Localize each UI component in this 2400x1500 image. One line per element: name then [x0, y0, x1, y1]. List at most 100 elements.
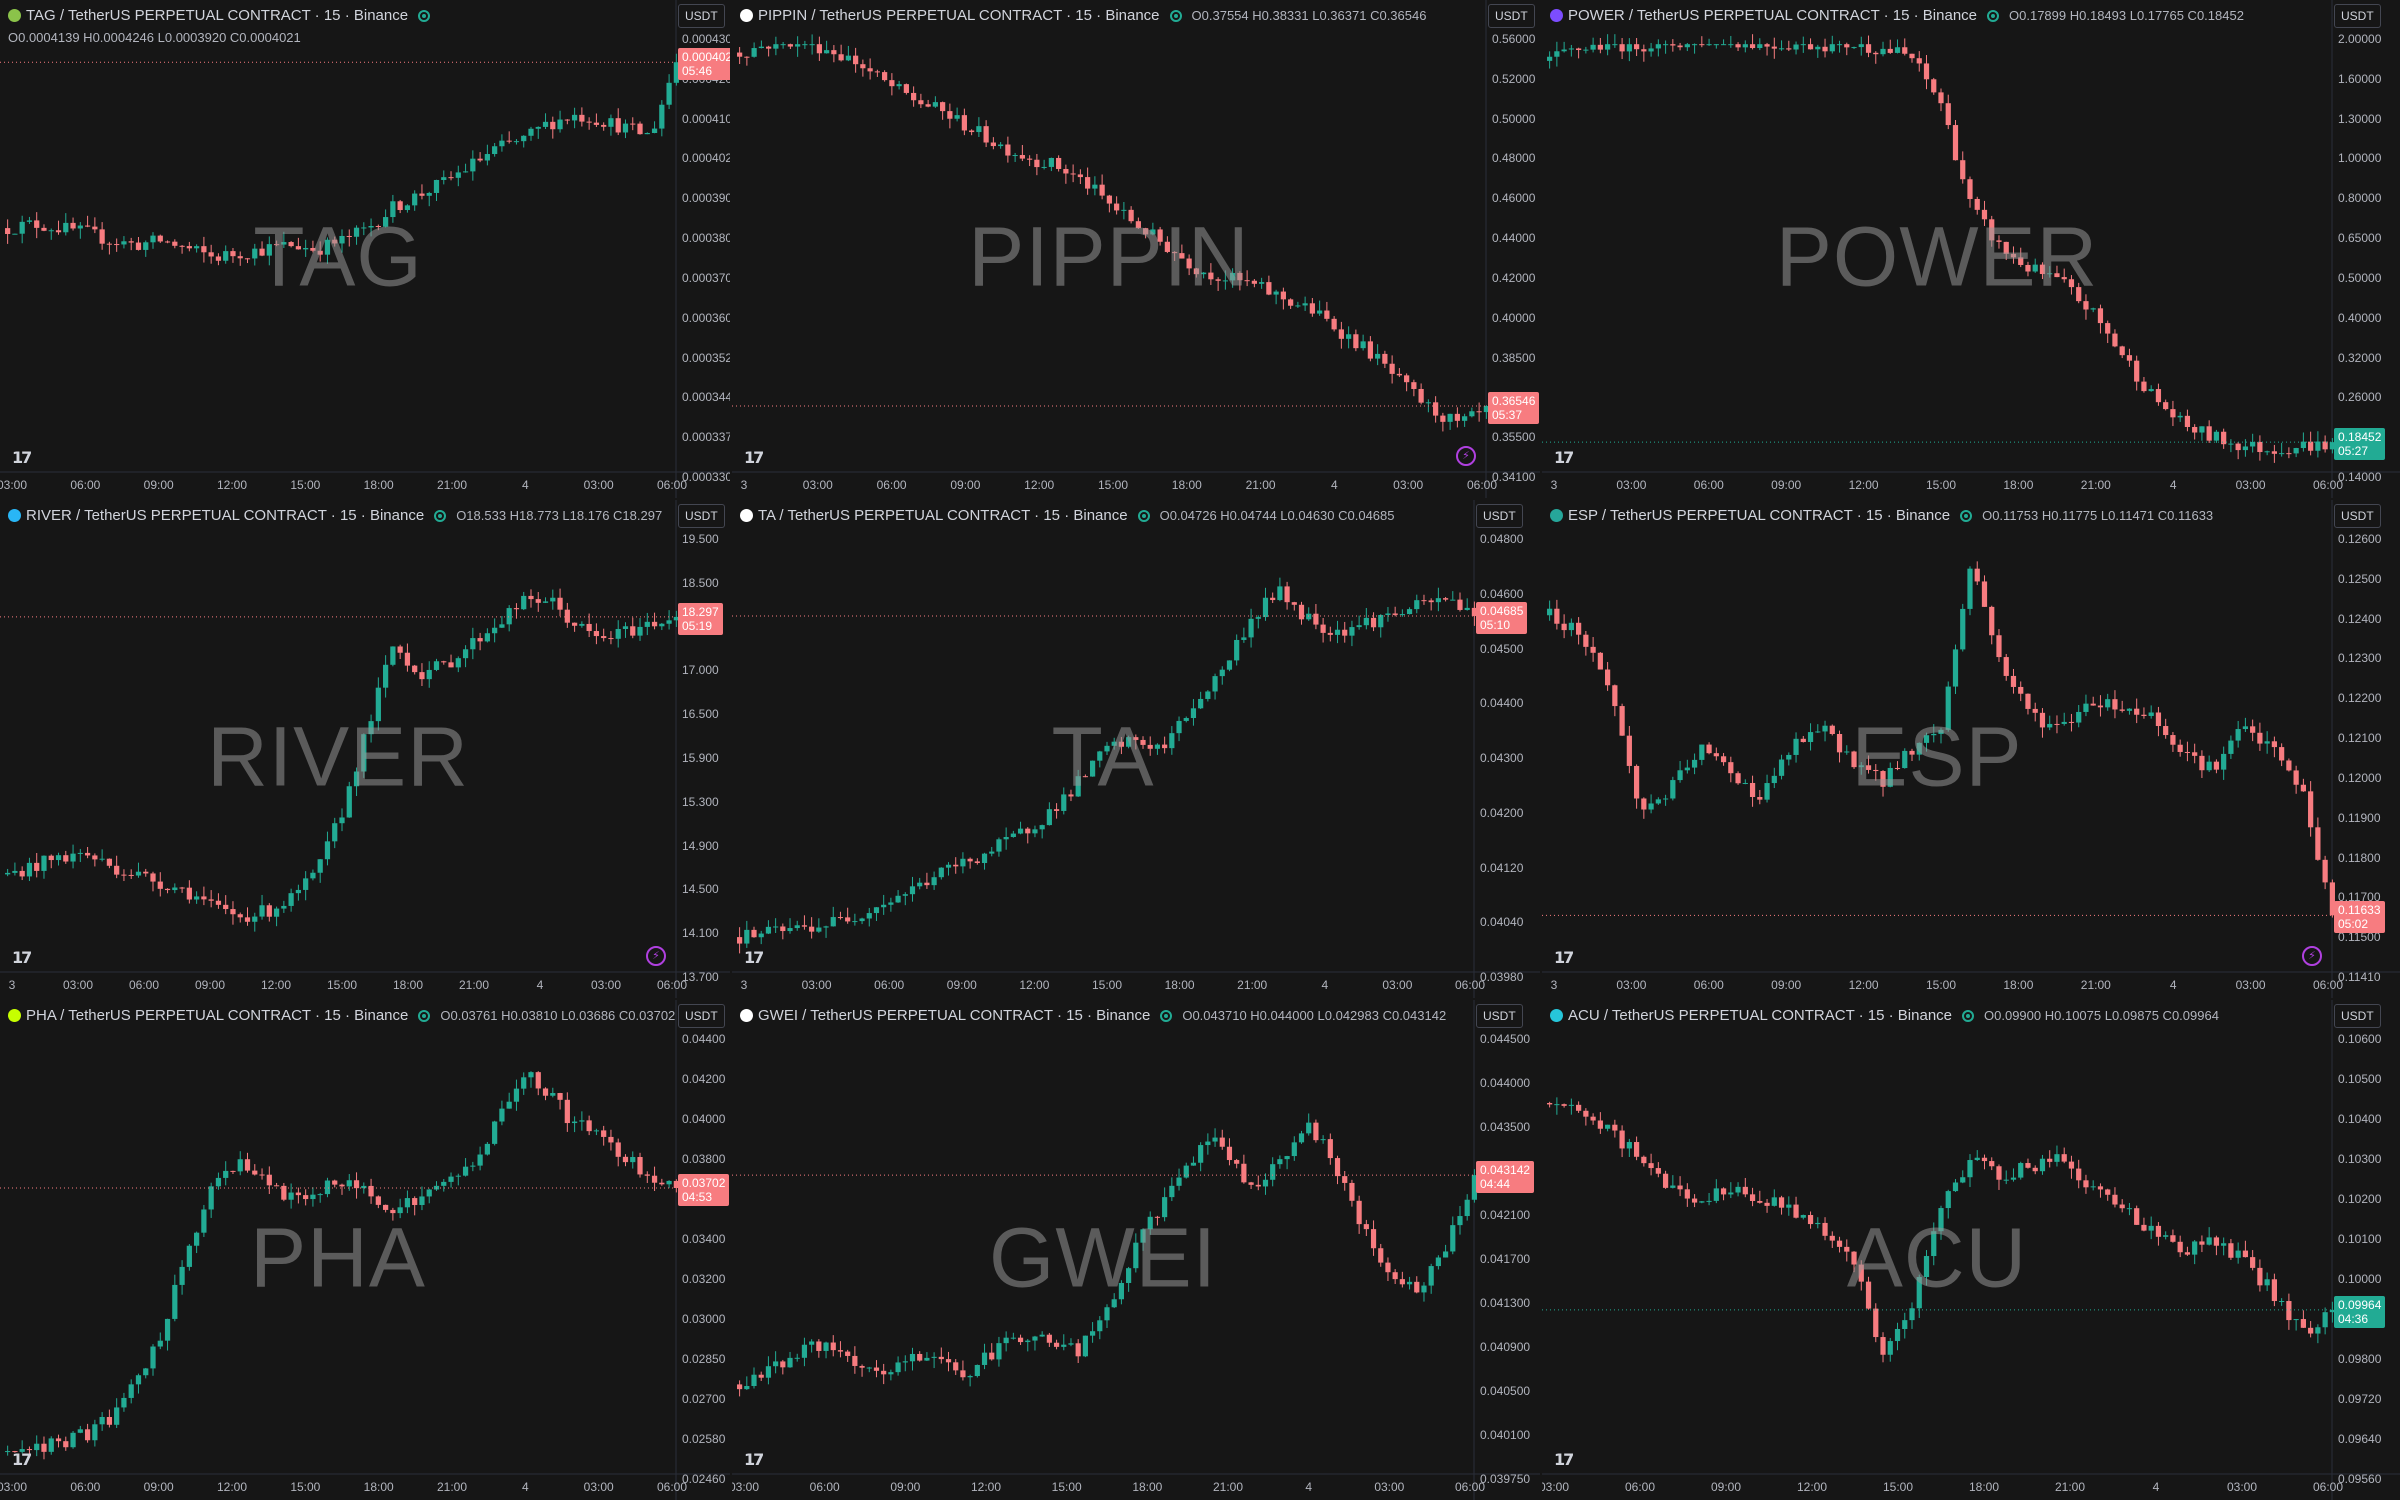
panel-header[interactable]: POWER / TetherUS PERPETUAL CONTRACT · 15…	[1550, 7, 2244, 24]
candle-body	[816, 1341, 822, 1351]
candle-body	[41, 855, 47, 871]
candlestick-chart[interactable]	[732, 1000, 1540, 1500]
candle-body	[2315, 1327, 2321, 1334]
tradingview-logo-icon[interactable]: 17	[12, 448, 32, 467]
candlestick-chart[interactable]	[732, 0, 1540, 498]
symbol-title[interactable]: TAG / TetherUS PERPETUAL CONTRACT · 15 ·…	[26, 7, 409, 24]
tradingview-logo-icon[interactable]: 17	[744, 448, 764, 467]
currency-unit-button[interactable]: USDT	[1476, 504, 1523, 528]
candle-body	[477, 638, 483, 642]
candle-body	[1012, 155, 1018, 157]
candle-body	[1378, 615, 1384, 628]
tradingview-logo-icon[interactable]: 17	[744, 948, 764, 967]
panel-header[interactable]: RIVER / TetherUS PERPETUAL CONTRACT · 15…	[8, 507, 662, 524]
candle-body	[615, 1142, 621, 1157]
symbol-watermark: ACU	[1846, 1210, 2028, 1305]
candle-body	[1894, 47, 1901, 53]
candle-body	[801, 925, 808, 927]
candlestick-chart[interactable]	[0, 0, 730, 498]
candle-body	[1757, 1200, 1763, 1203]
chart-panel-pippin[interactable]: PIPPIN / TetherUS PERPETUAL CONTRACT · 1…	[732, 0, 1540, 498]
symbol-title[interactable]: ACU / TetherUS PERPETUAL CONTRACT · 15 ·…	[1568, 1007, 1953, 1024]
tradingview-logo-icon[interactable]: 17	[12, 948, 32, 967]
candle-body	[845, 1351, 851, 1356]
candle-body	[448, 177, 454, 179]
symbol-title[interactable]: POWER / TetherUS PERPETUAL CONTRACT · 15…	[1568, 7, 1978, 24]
candlestick-chart[interactable]	[1542, 500, 2400, 998]
candle-body	[2083, 301, 2089, 310]
panel-header[interactable]: TA / TetherUS PERPETUAL CONTRACT · 15 · …	[740, 507, 1395, 524]
lightning-icon[interactable]: ⚡	[646, 946, 666, 966]
lightning-icon[interactable]: ⚡	[1456, 446, 1476, 466]
candle-body	[2235, 1250, 2241, 1258]
candle-body	[1655, 44, 1661, 49]
market-open-icon	[418, 9, 431, 22]
candle-body	[404, 1198, 411, 1208]
candle-body	[499, 1108, 505, 1122]
price-tick-label: 14.900	[682, 838, 719, 853]
currency-unit-button[interactable]: USDT	[678, 1004, 725, 1028]
currency-unit-button[interactable]: USDT	[1476, 1004, 1523, 1028]
tradingview-logo-icon[interactable]: 17	[744, 1450, 764, 1469]
candle-body	[593, 631, 600, 637]
currency-unit-button[interactable]: USDT	[678, 504, 725, 528]
candle-body	[259, 248, 265, 256]
candlestick-chart[interactable]	[0, 500, 730, 998]
candlestick-chart[interactable]	[732, 500, 1540, 998]
lightning-icon[interactable]: ⚡	[2302, 946, 2322, 966]
currency-unit-button[interactable]: USDT	[2334, 504, 2381, 528]
candle-body	[1590, 646, 1596, 653]
currency-unit-button[interactable]: USDT	[1488, 4, 1535, 28]
candle-body	[737, 937, 743, 944]
candle-body	[2148, 1225, 2154, 1231]
symbol-title[interactable]: PHA / TetherUS PERPETUAL CONTRACT · 15 ·…	[26, 1007, 409, 1024]
chart-panel-pha[interactable]: PHA / TetherUS PERPETUAL CONTRACT · 15 ·…	[0, 1000, 730, 1500]
candle-body	[346, 1180, 352, 1187]
currency-unit-button[interactable]: USDT	[2334, 4, 2381, 28]
panel-header[interactable]: PHA / TetherUS PERPETUAL CONTRACT · 15 ·…	[8, 1007, 675, 1024]
currency-unit-button[interactable]: USDT	[678, 4, 725, 28]
candle-body	[1471, 607, 1477, 617]
chart-panel-tag[interactable]: TAG / TetherUS PERPETUAL CONTRACT · 15 ·…	[0, 0, 730, 498]
candle-body	[70, 853, 76, 862]
symbol-title[interactable]: TA / TetherUS PERPETUAL CONTRACT · 15 · …	[758, 507, 1128, 524]
panel-header[interactable]: PIPPIN / TetherUS PERPETUAL CONTRACT · 1…	[740, 7, 1426, 24]
candle-body	[666, 620, 672, 624]
chart-panel-power[interactable]: POWER / TetherUS PERPETUAL CONTRACT · 15…	[1542, 0, 2400, 498]
symbol-title[interactable]: PIPPIN / TetherUS PERPETUAL CONTRACT · 1…	[758, 7, 1160, 24]
symbol-title[interactable]: ESP / TetherUS PERPETUAL CONTRACT · 15 ·…	[1568, 507, 1951, 524]
candle-body	[215, 1177, 222, 1187]
candle-body	[1691, 1198, 1698, 1203]
tradingview-logo-icon[interactable]: 17	[12, 1450, 32, 1469]
tradingview-logo-icon[interactable]: 17	[1554, 948, 1574, 967]
candle-body	[375, 687, 381, 722]
candle-body	[2177, 744, 2183, 752]
candlestick-chart[interactable]	[0, 1000, 730, 1500]
tradingview-logo-icon[interactable]: 17	[1554, 1450, 1574, 1469]
tradingview-logo-icon[interactable]: 17	[1554, 448, 1574, 467]
chart-panel-river[interactable]: RIVER / TetherUS PERPETUAL CONTRACT · 15…	[0, 500, 730, 998]
candle-body	[1670, 780, 1676, 799]
candle-body	[925, 104, 931, 107]
panel-header[interactable]: TAG / TetherUS PERPETUAL CONTRACT · 15 ·…	[8, 7, 440, 24]
price-tick-label: 0.40000	[1492, 310, 1536, 325]
candle-body	[1597, 1120, 1603, 1129]
candle-body	[2097, 705, 2104, 708]
symbol-title[interactable]: RIVER / TetherUS PERPETUAL CONTRACT · 15…	[26, 507, 425, 524]
candlestick-chart[interactable]	[1542, 0, 2400, 498]
chart-panel-esp[interactable]: ESP / TetherUS PERPETUAL CONTRACT · 15 ·…	[1542, 500, 2400, 998]
candlestick-chart[interactable]	[1542, 1000, 2400, 1500]
chart-panel-acu[interactable]: ACU / TetherUS PERPETUAL CONTRACT · 15 ·…	[1542, 1000, 2400, 1500]
panel-header[interactable]: ESP / TetherUS PERPETUAL CONTRACT · 15 ·…	[1550, 507, 2213, 524]
panel-header[interactable]: ACU / TetherUS PERPETUAL CONTRACT · 15 ·…	[1550, 1007, 2219, 1024]
price-tick-label: 13.700	[682, 970, 719, 984]
symbol-title[interactable]: GWEI / TetherUS PERPETUAL CONTRACT · 15 …	[758, 1007, 1151, 1024]
chart-panel-ta[interactable]: TA / TetherUS PERPETUAL CONTRACT · 15 · …	[732, 500, 1540, 998]
currency-unit-button[interactable]: USDT	[2334, 1004, 2381, 1028]
chart-panel-gwei[interactable]: GWEI / TetherUS PERPETUAL CONTRACT · 15 …	[732, 1000, 1540, 1500]
candle-body	[1111, 1299, 1117, 1308]
candle-body	[1342, 1176, 1348, 1183]
panel-header[interactable]: GWEI / TetherUS PERPETUAL CONTRACT · 15 …	[740, 1007, 1446, 1024]
candle-body	[1068, 794, 1074, 797]
